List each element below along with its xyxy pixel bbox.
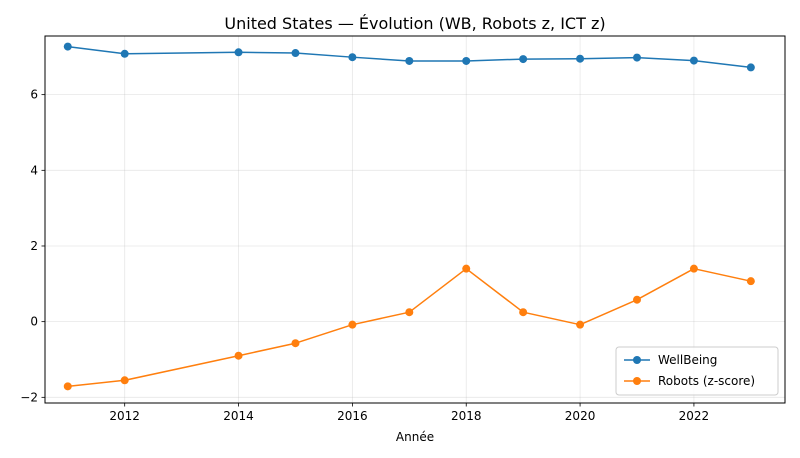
y-tick-label: 0: [30, 315, 38, 329]
series-layer: [63, 42, 755, 391]
data-point-robots-z-score: [348, 320, 357, 329]
series-line-wellbeing: [67, 45, 751, 69]
data-point-wellbeing: [746, 63, 755, 72]
data-point-wellbeing: [633, 53, 641, 62]
y-tick-label: 6: [30, 88, 38, 102]
grid: [45, 36, 785, 403]
legend-label-robots-z-score: Robots (z-score): [658, 374, 755, 388]
legend: WellBeing Robots (z-score): [615, 346, 779, 396]
data-point-wellbeing: [291, 49, 300, 58]
x-tick-label: 2016: [337, 409, 368, 423]
legend-marker-wellbeing: [633, 356, 641, 364]
data-point-robots-z-score: [633, 295, 641, 304]
plot-frame: [44, 35, 786, 404]
data-point-wellbeing: [462, 56, 471, 65]
data-point-robots-z-score: [519, 308, 528, 317]
data-point-robots-z-score: [120, 376, 129, 385]
x-tick-label: 2018: [451, 409, 482, 423]
x-axis-label: Année: [396, 430, 434, 444]
x-tick-label: 2012: [109, 409, 140, 423]
x-tick-label: 2020: [565, 409, 596, 423]
legend-marker-robots-z-score: [633, 377, 641, 385]
data-point-wellbeing: [405, 56, 414, 65]
y-tick-label: 2: [30, 239, 38, 253]
data-point-wellbeing: [519, 55, 528, 64]
series-line-robots-z-score: [67, 267, 752, 388]
chart-title: United States — Évolution (WB, Robots z,…: [224, 14, 605, 33]
x-tick-label: 2022: [679, 409, 710, 423]
y-tick-label: 4: [30, 163, 38, 177]
data-point-wellbeing: [576, 54, 585, 63]
data-point-robots-z-score: [576, 320, 585, 329]
data-point-robots-z-score: [63, 382, 72, 391]
y-tick-label: −2: [20, 390, 38, 404]
data-point-robots-z-score: [746, 277, 755, 286]
data-point-wellbeing: [120, 49, 129, 58]
data-point-robots-z-score: [462, 264, 471, 273]
x-tick-label: 2014: [223, 409, 254, 423]
data-point-robots-z-score: [291, 339, 300, 348]
data-point-robots-z-score: [405, 308, 414, 317]
legend-box: [615, 346, 779, 396]
data-point-wellbeing: [689, 56, 698, 65]
data-point-wellbeing: [234, 48, 243, 57]
data-point-wellbeing: [348, 53, 357, 62]
axis-ticks: 2012 2014 2016 2018 2020 2022 −2 0 2 4 6: [20, 88, 709, 423]
data-point-wellbeing: [63, 42, 72, 51]
legend-label-wellbeing: WellBeing: [658, 353, 717, 367]
data-point-robots-z-score: [234, 351, 243, 360]
data-point-robots-z-score: [689, 264, 698, 273]
